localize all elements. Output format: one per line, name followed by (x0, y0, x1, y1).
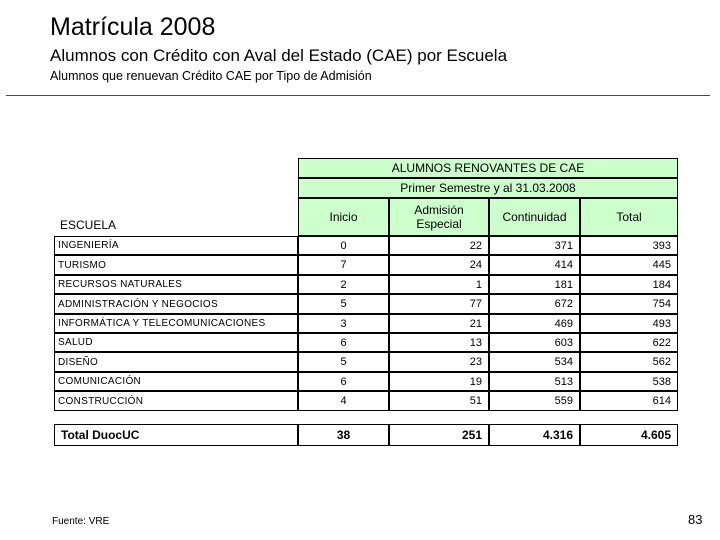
table-cell: 184 (580, 275, 678, 294)
divider-rule (6, 95, 710, 96)
table-cell: 3 (298, 314, 389, 333)
table-cell: 13 (389, 333, 489, 352)
table-cell: 21 (389, 314, 489, 333)
table-row-school: INGENIERÍA (54, 236, 298, 255)
table-cell: 23 (389, 352, 489, 372)
column-header: Total (580, 198, 678, 236)
table-row-school: SALUD (54, 333, 298, 352)
table-cell: 562 (580, 352, 678, 372)
table-cell: 614 (580, 391, 678, 411)
period-header: Primer Semestre y al 31.03.2008 (298, 178, 678, 198)
table-cell: 445 (580, 255, 678, 275)
column-header: Continuidad (489, 198, 580, 236)
total-cell: 38 (298, 424, 389, 446)
table-cell: 538 (580, 372, 678, 391)
table-cell: 7 (298, 255, 389, 275)
total-cell: 4.316 (489, 424, 580, 446)
column-header: Admisión Especial (389, 198, 489, 236)
page-subtitle: Alumnos con Crédito con Aval del Estado … (50, 46, 508, 65)
table-cell: 559 (489, 391, 580, 411)
page-number: 83 (688, 512, 703, 527)
table-cell: 754 (580, 294, 678, 314)
table-row-school: INFORMÁTICA Y TELECOMUNICACIONES (54, 314, 298, 333)
group-header: ALUMNOS RENOVANTES DE CAE (298, 158, 678, 178)
table-cell: 371 (489, 236, 580, 255)
total-cell: 4.605 (580, 424, 678, 446)
table-row-school: TURISMO (54, 255, 298, 275)
table-cell: 5 (298, 294, 389, 314)
total-cell: 251 (389, 424, 489, 446)
table-cell: 493 (580, 314, 678, 333)
table-row-school: CONSTRUCCIÓN (54, 391, 298, 411)
table-cell: 534 (489, 352, 580, 372)
table-cell: 0 (298, 236, 389, 255)
page-subsubtitle: Alumnos que renuevan Crédito CAE por Tip… (50, 69, 372, 83)
table-cell: 19 (389, 372, 489, 391)
table-cell: 6 (298, 333, 389, 352)
table-cell: 24 (389, 255, 489, 275)
table-cell: 6 (298, 372, 389, 391)
source-note: Fuente: VRE (52, 516, 110, 527)
table-cell: 2 (298, 275, 389, 294)
table-cell: 1 (389, 275, 489, 294)
table-cell: 5 (298, 352, 389, 372)
table-row-school: ADMINISTRACIÓN Y NEGOCIOS (54, 294, 298, 314)
table-row-school: RECURSOS NATURALES (54, 275, 298, 294)
table-cell: 77 (389, 294, 489, 314)
table-cell: 22 (389, 236, 489, 255)
table-cell: 513 (489, 372, 580, 391)
table-cell: 469 (489, 314, 580, 333)
page-title: Matrícula 2008 (50, 13, 216, 41)
table-cell: 414 (489, 255, 580, 275)
column-header: Inicio (298, 198, 389, 236)
total-row-label: Total DuocUC (54, 424, 298, 446)
table-cell: 393 (580, 236, 678, 255)
table-cell: 51 (389, 391, 489, 411)
table-cell: 4 (298, 391, 389, 411)
table-cell: 672 (489, 294, 580, 314)
school-column-header: ESCUELA (60, 218, 117, 232)
table-cell: 181 (489, 275, 580, 294)
table-cell: 603 (489, 333, 580, 352)
table-cell: 622 (580, 333, 678, 352)
table-row-school: DISEÑO (54, 352, 298, 372)
table-row-school: COMUNICACIÓN (54, 372, 298, 391)
